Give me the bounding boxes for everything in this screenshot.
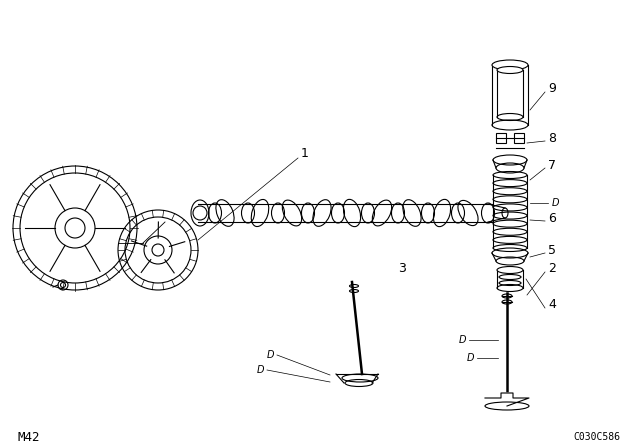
Text: 6: 6: [548, 211, 556, 224]
Text: C030C586: C030C586: [573, 432, 620, 442]
Text: 8: 8: [548, 132, 556, 145]
Text: 4: 4: [548, 298, 556, 311]
Ellipse shape: [492, 60, 528, 70]
Text: 9: 9: [548, 82, 556, 95]
Polygon shape: [485, 393, 529, 406]
Text: 7: 7: [548, 159, 556, 172]
Text: 1: 1: [301, 146, 309, 159]
Text: 3: 3: [398, 262, 406, 275]
Ellipse shape: [497, 267, 523, 273]
Text: D: D: [467, 353, 474, 363]
Text: D: D: [551, 198, 559, 208]
Bar: [514, 133, 524, 143]
Text: D: D: [458, 335, 466, 345]
Text: 5: 5: [548, 244, 556, 257]
Text: D: D: [256, 365, 264, 375]
Text: M42: M42: [18, 431, 40, 444]
Text: D: D: [266, 350, 274, 360]
Text: 2: 2: [548, 262, 556, 275]
Bar: [496, 133, 506, 143]
Ellipse shape: [497, 66, 523, 73]
